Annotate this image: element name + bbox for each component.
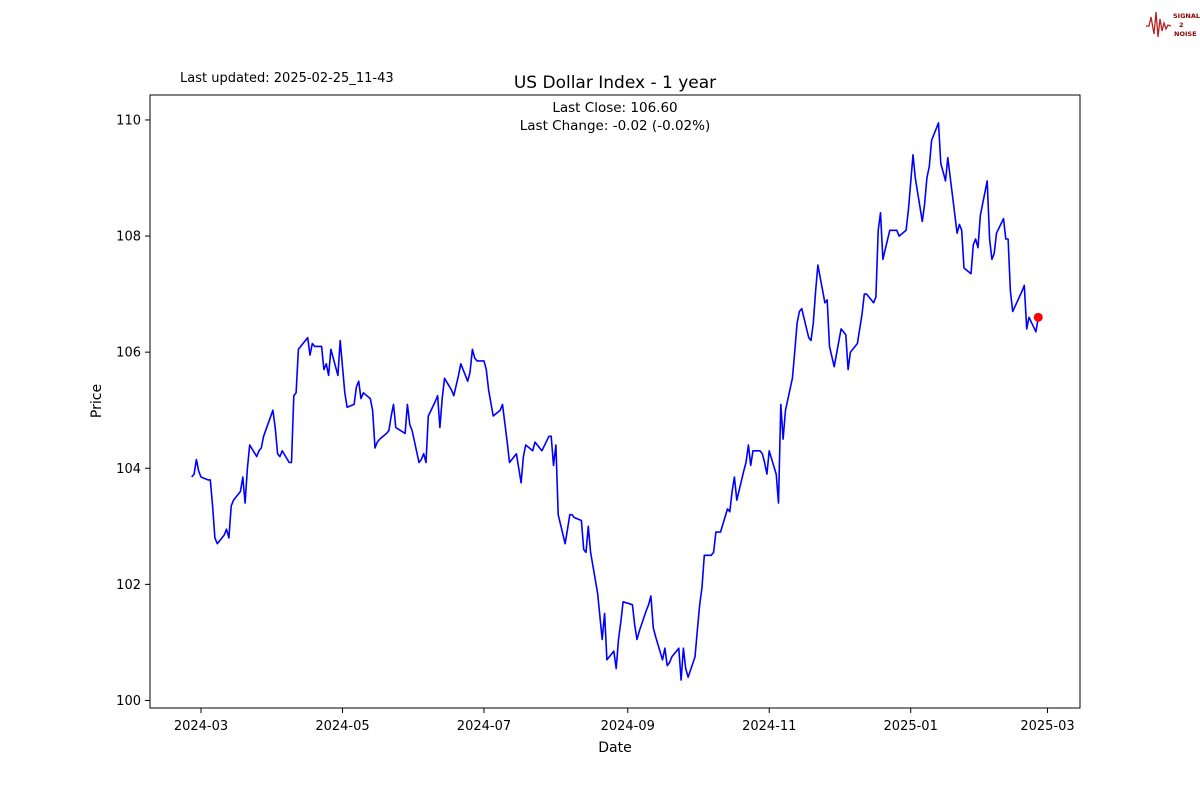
last-price-marker <box>1033 312 1043 322</box>
y-axis-label: Price <box>89 384 105 418</box>
waveform-icon <box>1146 11 1172 38</box>
plot-border <box>149 94 1081 709</box>
logo-text-signal: SIGNAL <box>1173 12 1200 20</box>
last-close-label: Last Close: 106.60 <box>552 100 677 116</box>
y-tick-label: 110 <box>116 113 141 128</box>
signal2noise-logo: SIGNAL 2 NOISE <box>1146 11 1200 38</box>
x-axis-label: Date <box>598 740 631 756</box>
y-tick-label: 100 <box>116 694 141 709</box>
x-tick-label: 2024-03 <box>174 719 228 734</box>
x-tick-label: 2025-03 <box>1020 719 1074 734</box>
chart-title: US Dollar Index - 1 year <box>514 73 716 93</box>
x-tick-label: 2024-05 <box>315 719 369 734</box>
plot-area: 2024-03 2024-05 2024-07 2024-09 2024-11 2025-… <box>116 94 1081 734</box>
x-tick-label: 2024-09 <box>601 719 655 734</box>
y-tick-label: 108 <box>116 230 141 245</box>
y-tick-label: 106 <box>116 346 141 361</box>
y-tick-label: 102 <box>116 578 141 593</box>
last-updated-label: Last updated: 2025-02-25_11-43 <box>180 71 394 86</box>
last-change-label: Last Change: -0.02 (-0.02%) <box>520 118 710 134</box>
x-tick-label: 2025-01 <box>884 719 938 734</box>
logo-text-noise: NOISE <box>1174 30 1197 38</box>
x-tick-label: 2024-11 <box>742 719 796 734</box>
x-tick-label: 2024-07 <box>457 719 511 734</box>
price-line <box>191 122 1040 681</box>
y-tick-label: 104 <box>116 462 141 477</box>
logo-text-2: 2 <box>1179 21 1184 29</box>
